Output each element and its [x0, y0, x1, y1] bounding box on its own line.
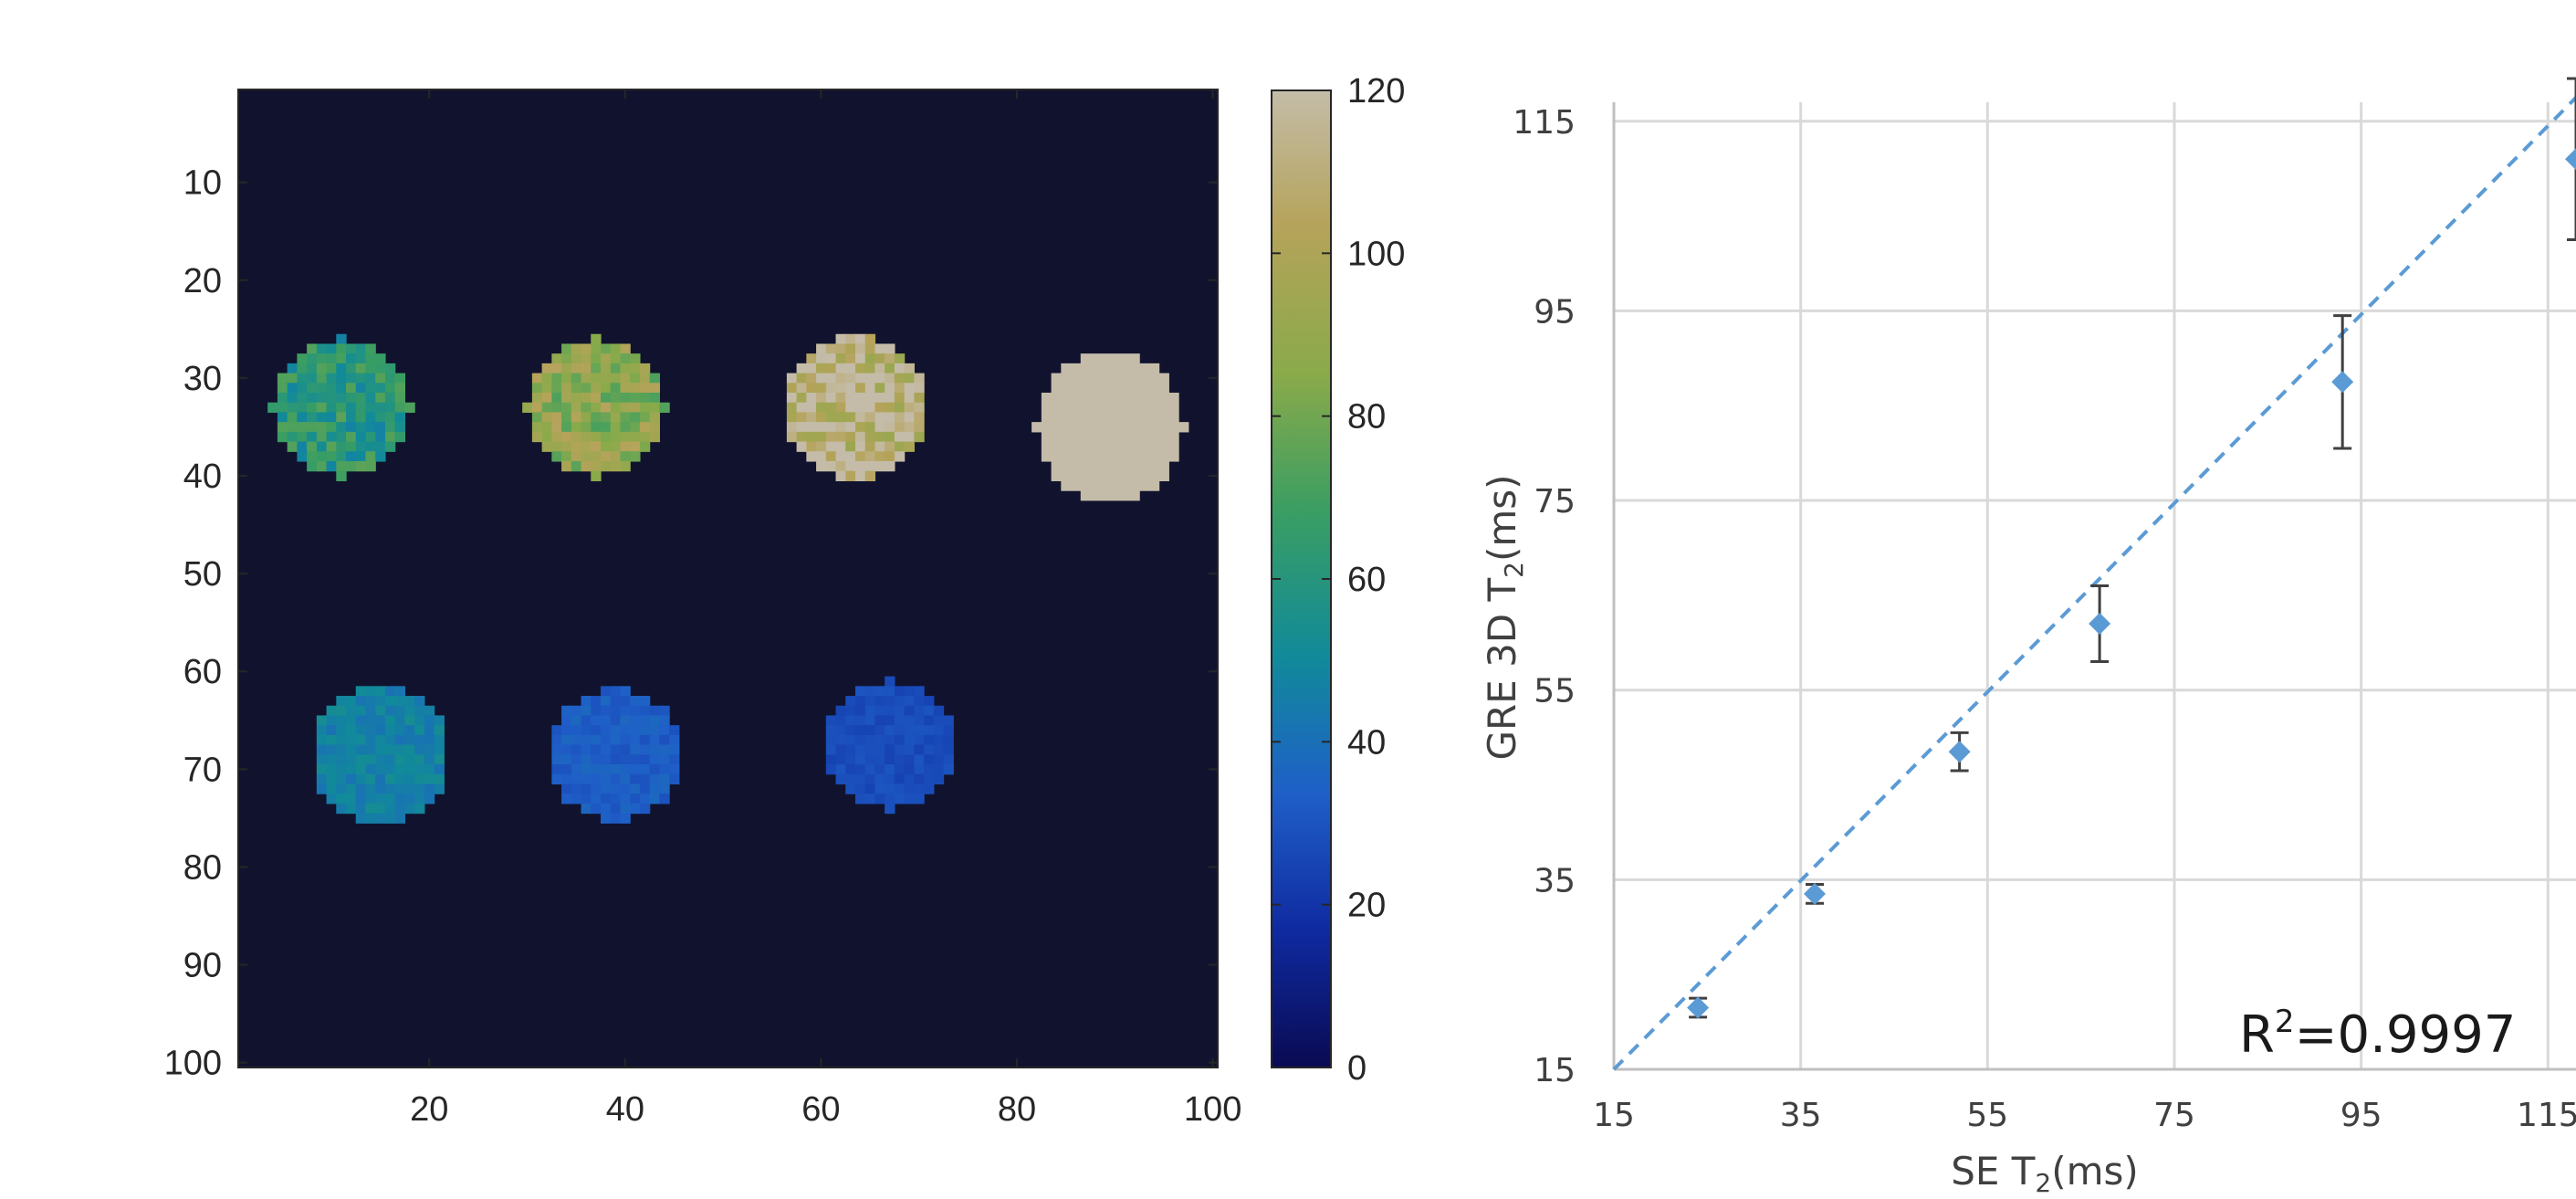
data-point-2: [1804, 882, 1827, 905]
diamond-marker: [1948, 741, 1971, 763]
data-point-5: [2331, 314, 2354, 450]
colorbar-tick-label: 60: [1347, 561, 1386, 599]
vial-7: [825, 676, 954, 815]
heatmap-y-tick-label: 80: [183, 848, 222, 887]
colorbar: 0 20 40 60 80 100 120: [1271, 72, 1405, 1088]
trendline: [1612, 96, 2576, 1071]
vial-3: [786, 333, 925, 481]
diamond-marker: [1804, 882, 1827, 905]
vial-2: [522, 333, 670, 481]
scatter-y-tick-label: 15: [1534, 1052, 1576, 1089]
r-squared-annotation: R2=0.9997: [2239, 1004, 2516, 1065]
vial-6: [551, 686, 680, 824]
heatmap-x-tick-label: 20: [410, 1090, 448, 1129]
colorbar-tick-label: 80: [1347, 398, 1386, 436]
diamond-marker: [1687, 996, 1710, 1019]
scatter-x-tick-label: 75: [2153, 1097, 2195, 1134]
colorbar-ticks: 0 20 40 60 80 100 120: [1272, 72, 1405, 1088]
colorbar-tick-label: 100: [1347, 235, 1405, 273]
heatmap-y-tick-label: 60: [183, 653, 222, 691]
scatter-ticks: 15 35 55 75 95 115 15 35 55 75 95 115: [1513, 104, 2576, 1134]
scatter-axes: [1612, 102, 2576, 1071]
scatter-y-tick-label: 35: [1534, 862, 1576, 899]
scatter-y-tick-label: 55: [1534, 673, 1576, 710]
heatmap-pixels: [267, 333, 1189, 824]
scatter-y-tick-label: 75: [1534, 483, 1576, 521]
data-point-1: [1687, 996, 1710, 1019]
heatmap-background: [238, 89, 1218, 1068]
linear-trendline: [1612, 96, 2576, 1071]
vial-1: [267, 333, 415, 481]
heatmap-y-axis: 10 20 30 40 50 60 70 80 90 100: [164, 164, 1218, 1083]
scatter-x-tick-label: 115: [2517, 1097, 2576, 1134]
diamond-marker: [2089, 613, 2111, 636]
scatter-x-tick-label: 55: [1966, 1097, 2008, 1134]
vial-5: [316, 686, 445, 824]
diamond-marker: [2331, 371, 2354, 394]
x-axis-label: SE T2(ms): [1951, 1149, 2139, 1198]
heatmap-y-tick-label: 30: [183, 360, 222, 398]
heatmap-x-axis: 20 40 60 80 100: [410, 89, 1241, 1129]
colorbar-tick-label: 20: [1347, 887, 1386, 925]
scatter-x-tick-label: 15: [1593, 1097, 1635, 1134]
heatmap-y-tick-label: 70: [183, 751, 222, 789]
heatmap-x-tick-label: 100: [1184, 1090, 1241, 1129]
colorbar-tick-label: 40: [1347, 723, 1386, 762]
heatmap-x-tick-label: 60: [801, 1090, 840, 1129]
scatter-x-tick-label: 35: [1780, 1097, 1822, 1134]
scatter-grid: [1614, 102, 2576, 1069]
colorbar-tick-label: 0: [1347, 1049, 1367, 1088]
heatmap-x-tick-label: 80: [998, 1090, 1036, 1129]
heatmap-y-tick-label: 90: [183, 947, 222, 985]
heatmap-y-tick-label: 20: [183, 262, 222, 300]
colorbar-tick-label: 120: [1347, 72, 1405, 110]
scatter-y-tick-label: 115: [1513, 104, 1576, 142]
vial-4: [1031, 353, 1189, 501]
colorbar-gradient: [1271, 89, 1332, 1068]
heatmap-x-tick-label: 40: [606, 1090, 644, 1129]
data-point-4: [2089, 584, 2111, 664]
scatter-points: [1687, 77, 2576, 1019]
heatmap-y-tick-label: 100: [164, 1045, 222, 1083]
t2-map-image: 20 40 60 80 100 10 20 30 40 50 60 70 80 90 100: [164, 89, 1241, 1129]
scatter-x-tick-label: 95: [2340, 1097, 2382, 1134]
t2-correlation-plot: 15 35 55 75 95 115 15 35 55 75 95 115 SE T2(ms) GRE…: [1480, 77, 2576, 1198]
data-point-6: [2565, 77, 2576, 242]
heatmap-y-tick-label: 10: [183, 164, 222, 203]
diamond-marker: [2565, 148, 2576, 171]
scatter-y-tick-label: 95: [1534, 293, 1576, 331]
heatmap-y-tick-label: 40: [183, 458, 222, 496]
heatmap-frame: [237, 89, 1219, 1068]
data-point-3: [1948, 731, 1971, 773]
heatmap-y-tick-label: 50: [183, 555, 222, 594]
y-axis-label: GRE 3D T2(ms): [1480, 474, 1529, 760]
